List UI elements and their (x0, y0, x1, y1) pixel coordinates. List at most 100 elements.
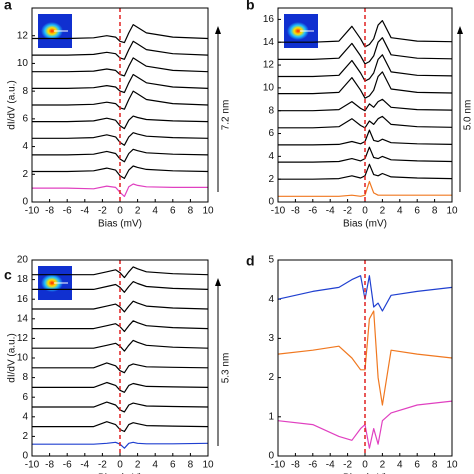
scale-arrow-head (215, 26, 221, 34)
x-tick-label: -4 (326, 206, 335, 217)
inset-spot (287, 22, 309, 40)
spectrum-line (32, 362, 209, 374)
spectrum-line (32, 339, 209, 352)
x-tick-label: 6 (414, 206, 420, 217)
spectrum-line (32, 320, 209, 333)
y-tick-label: 4 (268, 151, 274, 162)
spectrum-line (32, 165, 209, 179)
y-tick-label: 1 (268, 411, 274, 422)
spectrum-line (32, 148, 209, 163)
x-tick-label: -10 (25, 206, 40, 217)
x-tick-label: 2 (380, 206, 386, 217)
y-tick-label: 6 (22, 392, 28, 403)
y-tick-label: 0 (22, 197, 28, 208)
spectrum-line (32, 266, 209, 279)
y-tick-label: 14 (17, 313, 29, 324)
inset-spot (41, 274, 63, 292)
y-tick-label: 20 (17, 255, 29, 266)
x-tick-label: 10 (202, 460, 214, 471)
spectrum-line (32, 24, 209, 44)
x-tick-label: -4 (80, 206, 89, 217)
y-tick-label: 4 (268, 294, 274, 305)
x-tick-label: -8 (45, 206, 54, 217)
y-tick-label: 4 (22, 411, 28, 422)
y-tick-label: 4 (22, 141, 28, 152)
spectrum-line (32, 300, 209, 313)
x-tick-label: -2 (98, 460, 107, 471)
x-tick-label: 0 (362, 206, 368, 217)
x-tick-label: -4 (326, 460, 335, 471)
spectrum-line (278, 54, 453, 82)
y-tick-label: 10 (17, 58, 29, 69)
x-tick-label: -10 (271, 206, 286, 217)
x-tick-label: -8 (291, 460, 300, 471)
x-tick-label: -6 (308, 206, 317, 217)
y-tick-label: 0 (268, 451, 274, 462)
y-tick-label: 2 (22, 169, 28, 180)
y-tick-label: 8 (268, 105, 274, 116)
y-tick-label: 6 (22, 113, 28, 124)
x-tick-label: -10 (271, 460, 286, 471)
y-tick-label: 2 (268, 372, 274, 383)
x-tick-label: 2 (135, 460, 141, 471)
spectrum-line (278, 37, 453, 65)
y-tick-label: 16 (17, 294, 29, 305)
x-tick-label: -6 (308, 460, 317, 471)
y-tick-label: 12 (17, 30, 29, 41)
plot-frame (31, 259, 209, 457)
x-tick-label: -2 (343, 206, 352, 217)
spectrum-line (278, 71, 453, 99)
x-tick-label: -6 (63, 206, 72, 217)
spectrum-line (278, 180, 452, 197)
spectrum-line (277, 275, 453, 312)
spectrum-line (278, 20, 453, 48)
panel-letter: d (246, 253, 255, 269)
x-tick-label: -10 (25, 460, 40, 471)
x-tick-label: 8 (188, 206, 194, 217)
x-tick-label: 10 (446, 460, 458, 471)
y-tick-label: 8 (22, 86, 28, 97)
x-tick-label: 4 (152, 460, 158, 471)
x-tick-label: -4 (80, 460, 89, 471)
spectrum-line (278, 129, 453, 146)
x-tick-label: 8 (432, 206, 438, 217)
y-tick-label: 2 (22, 431, 28, 442)
x-tick-label: 8 (432, 460, 438, 471)
y-tick-label: 18 (17, 274, 29, 285)
scale-arrow-head (215, 278, 221, 286)
y-tick-label: 12 (17, 333, 29, 344)
x-tick-label: -8 (291, 206, 300, 217)
plot-frame (277, 259, 453, 457)
x-tick-label: 4 (397, 460, 403, 471)
panel-letter: c (4, 267, 12, 283)
spectrum-line (32, 90, 209, 110)
spectrum-line (32, 57, 209, 77)
x-tick-label: 6 (170, 206, 176, 217)
spectrum-line (277, 310, 453, 406)
y-axis-label: dI/dV (a.u.) (7, 333, 18, 382)
x-tick-label: 8 (188, 460, 194, 471)
y-tick-label: 0 (22, 451, 28, 462)
x-axis-label: Bias (mV) (98, 473, 142, 474)
scale-label: 7.2 nm (221, 100, 232, 131)
x-tick-label: 2 (380, 460, 386, 471)
spectrum-line (32, 73, 209, 94)
x-tick-label: 0 (362, 460, 368, 471)
spectrum-line (32, 183, 208, 198)
spectrum-line (32, 381, 209, 393)
y-tick-label: 5 (268, 255, 274, 266)
spectrum-line (32, 401, 209, 413)
y-tick-label: 8 (22, 372, 28, 383)
y-tick-label: 10 (17, 353, 29, 364)
spectrum-line (32, 132, 209, 146)
x-tick-label: 6 (170, 460, 176, 471)
panel-letter: a (4, 0, 12, 13)
y-axis-label: dI/dV (a.u.) (7, 80, 18, 129)
spectrum-line (278, 163, 453, 180)
spectrum-line (277, 400, 453, 449)
spectrum-line (278, 115, 453, 129)
y-tick-label: 6 (268, 128, 274, 139)
x-tick-label: 4 (397, 206, 403, 217)
x-tick-label: 2 (135, 206, 141, 217)
scale-arrow-head (457, 26, 463, 34)
